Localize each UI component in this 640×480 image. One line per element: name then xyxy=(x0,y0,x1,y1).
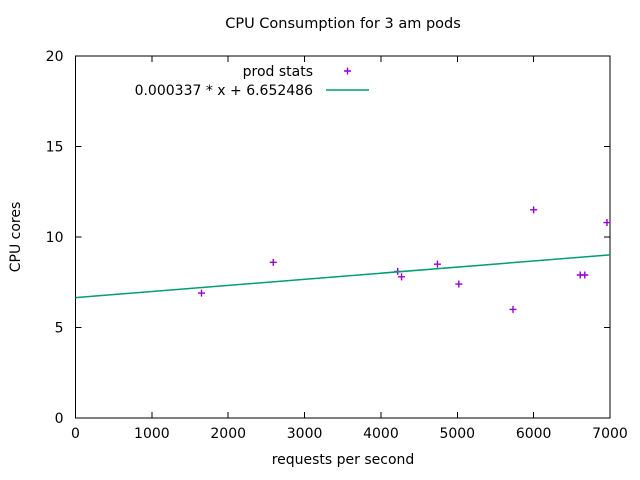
data-point xyxy=(455,280,463,288)
fit-line xyxy=(75,254,611,299)
x-tick-label: 3000 xyxy=(287,426,323,442)
y-tick-label: 15 xyxy=(46,140,64,156)
y-tick-label: 5 xyxy=(55,321,64,337)
x-tick-label: 7000 xyxy=(592,426,628,442)
x-tick-label: 5000 xyxy=(439,426,475,442)
x-tick-label: 1000 xyxy=(134,426,170,442)
y-tick-label: 0 xyxy=(55,411,64,427)
y-tick-label: 20 xyxy=(46,49,64,65)
data-point xyxy=(530,206,538,214)
legend-marker-plus xyxy=(344,67,351,75)
legend-label: prod stats xyxy=(243,64,313,80)
x-tick-label: 2000 xyxy=(210,426,246,442)
data-point xyxy=(603,219,611,227)
data-point xyxy=(269,258,277,266)
chart-title: CPU Consumption for 3 am pods xyxy=(225,16,461,32)
data-point xyxy=(433,260,441,268)
plot-frame xyxy=(75,55,611,419)
x-tick-label: 4000 xyxy=(363,426,399,442)
data-point xyxy=(398,273,406,281)
data-point xyxy=(581,271,589,279)
legend-label: 0.000337 * x + 6.652486 xyxy=(135,83,314,99)
data-point xyxy=(509,305,517,313)
x-tick-label: 0 xyxy=(71,426,80,442)
x-axis-title: requests per second xyxy=(271,452,415,468)
data-point xyxy=(197,289,205,297)
y-tick-label: 10 xyxy=(46,230,64,246)
x-tick-label: 6000 xyxy=(516,426,552,442)
